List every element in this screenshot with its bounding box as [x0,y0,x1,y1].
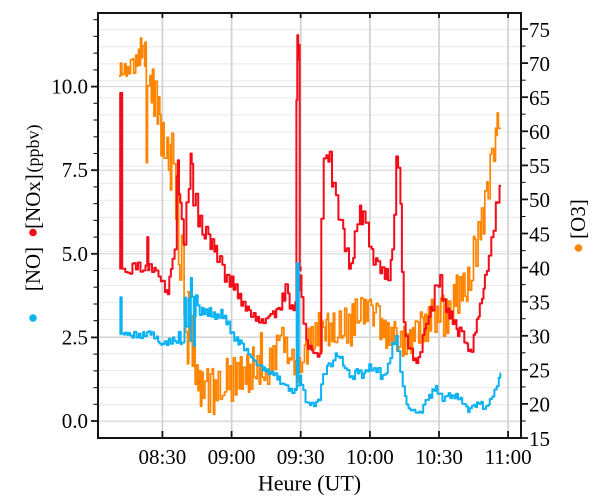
svg-text:65: 65 [529,86,550,110]
svg-text:10.0: 10.0 [51,75,88,99]
svg-text:60: 60 [529,120,550,144]
svg-text:[O3]: [O3] [566,199,590,239]
svg-text:5.0: 5.0 [62,242,88,266]
svg-text:[NOx]: [NOx] [21,174,45,229]
svg-text:08:30: 08:30 [138,445,186,469]
svg-text:15: 15 [529,427,550,451]
svg-text:40: 40 [529,256,550,280]
svg-text:45: 45 [529,222,550,246]
svg-text:(ppbv): (ppbv) [23,125,44,173]
svg-text:35: 35 [529,291,550,315]
svg-text:20: 20 [529,393,550,417]
svg-text:30: 30 [529,325,550,349]
svg-text:70: 70 [529,52,550,76]
svg-text:Heure (UT): Heure (UT) [258,471,361,496]
svg-text:09:30: 09:30 [277,445,325,469]
svg-text:[NO]: [NO] [21,247,45,291]
svg-text:10:00: 10:00 [346,445,394,469]
svg-text:55: 55 [529,154,550,178]
svg-text:2.5: 2.5 [62,325,88,349]
svg-text:7.5: 7.5 [62,158,88,182]
svg-text:11:00: 11:00 [485,445,532,469]
svg-text:25: 25 [529,359,550,383]
svg-text:0.0: 0.0 [62,409,88,433]
svg-text:75: 75 [529,18,550,42]
svg-text:09:00: 09:00 [208,445,256,469]
svg-text:10:30: 10:30 [415,445,463,469]
svg-text:50: 50 [529,188,550,212]
